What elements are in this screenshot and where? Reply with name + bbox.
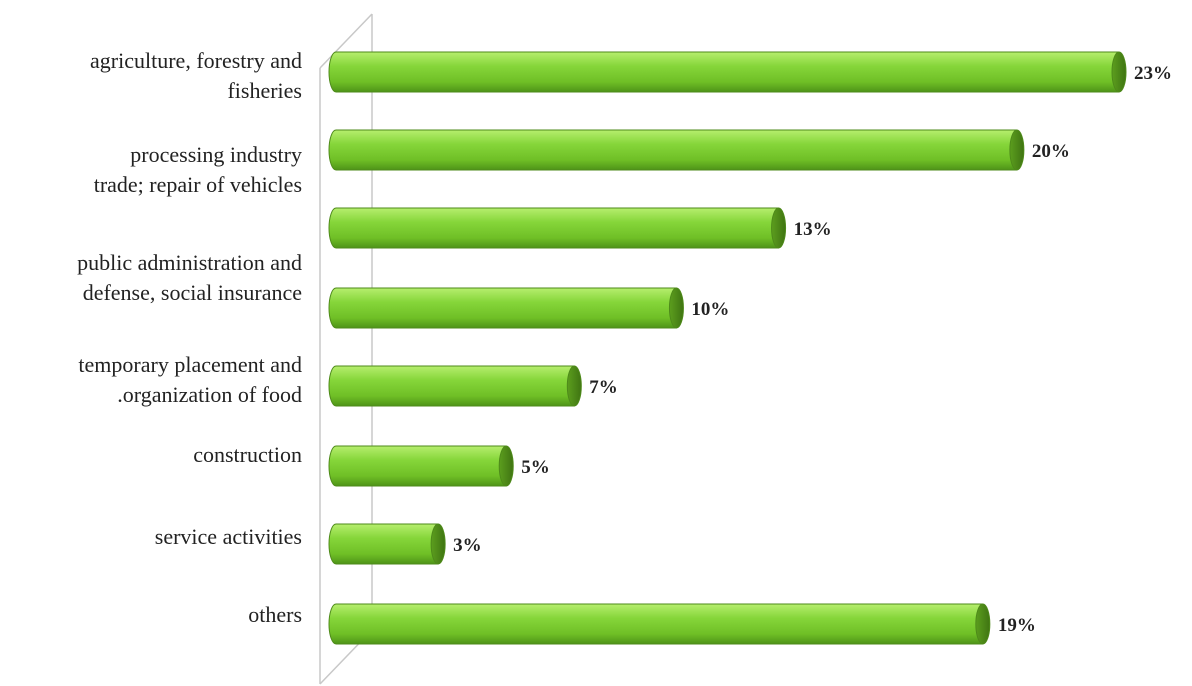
data-label: 13% bbox=[794, 219, 832, 240]
axis bbox=[319, 13, 373, 685]
bar-cap bbox=[1111, 51, 1127, 93]
data-label: 19% bbox=[998, 615, 1036, 636]
bar bbox=[328, 51, 1127, 93]
bar bbox=[328, 365, 582, 407]
data-label: 7% bbox=[589, 377, 618, 398]
category-label: others bbox=[248, 602, 302, 627]
bar-body bbox=[328, 445, 507, 487]
bar bbox=[328, 287, 684, 329]
data-label: 3% bbox=[453, 535, 482, 556]
bar bbox=[328, 523, 446, 565]
data-label: 23% bbox=[1134, 63, 1172, 84]
category-label: temporary placement and .organization of… bbox=[78, 352, 302, 407]
bar-body bbox=[328, 51, 1120, 93]
bar-cap bbox=[668, 287, 684, 329]
bar-body bbox=[328, 287, 677, 329]
category-label: construction bbox=[193, 442, 302, 467]
bar-body bbox=[328, 603, 984, 645]
bar-cap bbox=[498, 445, 514, 487]
category-label: public administration and defense, socia… bbox=[77, 250, 302, 305]
bar-cap bbox=[430, 523, 446, 565]
bar-body bbox=[328, 365, 575, 407]
axis-depth-line-top bbox=[319, 13, 373, 69]
data-label: 5% bbox=[521, 457, 550, 478]
bar-cap bbox=[771, 207, 787, 249]
bar-body bbox=[328, 129, 1018, 171]
bar bbox=[328, 603, 991, 645]
bar-cap bbox=[1009, 129, 1025, 171]
bar bbox=[328, 207, 787, 249]
bar-cap bbox=[975, 603, 991, 645]
bar-body bbox=[328, 523, 439, 565]
bar bbox=[328, 129, 1025, 171]
category-label: processing industry trade; repair of veh… bbox=[93, 142, 302, 197]
data-label: 20% bbox=[1032, 141, 1070, 162]
category-label: service activities bbox=[154, 524, 302, 549]
data-label: 10% bbox=[691, 299, 729, 320]
bar bbox=[328, 445, 514, 487]
bar-cap bbox=[566, 365, 582, 407]
category-label: agriculture, forestry and fisheries bbox=[90, 48, 302, 103]
bar-body bbox=[328, 207, 780, 249]
